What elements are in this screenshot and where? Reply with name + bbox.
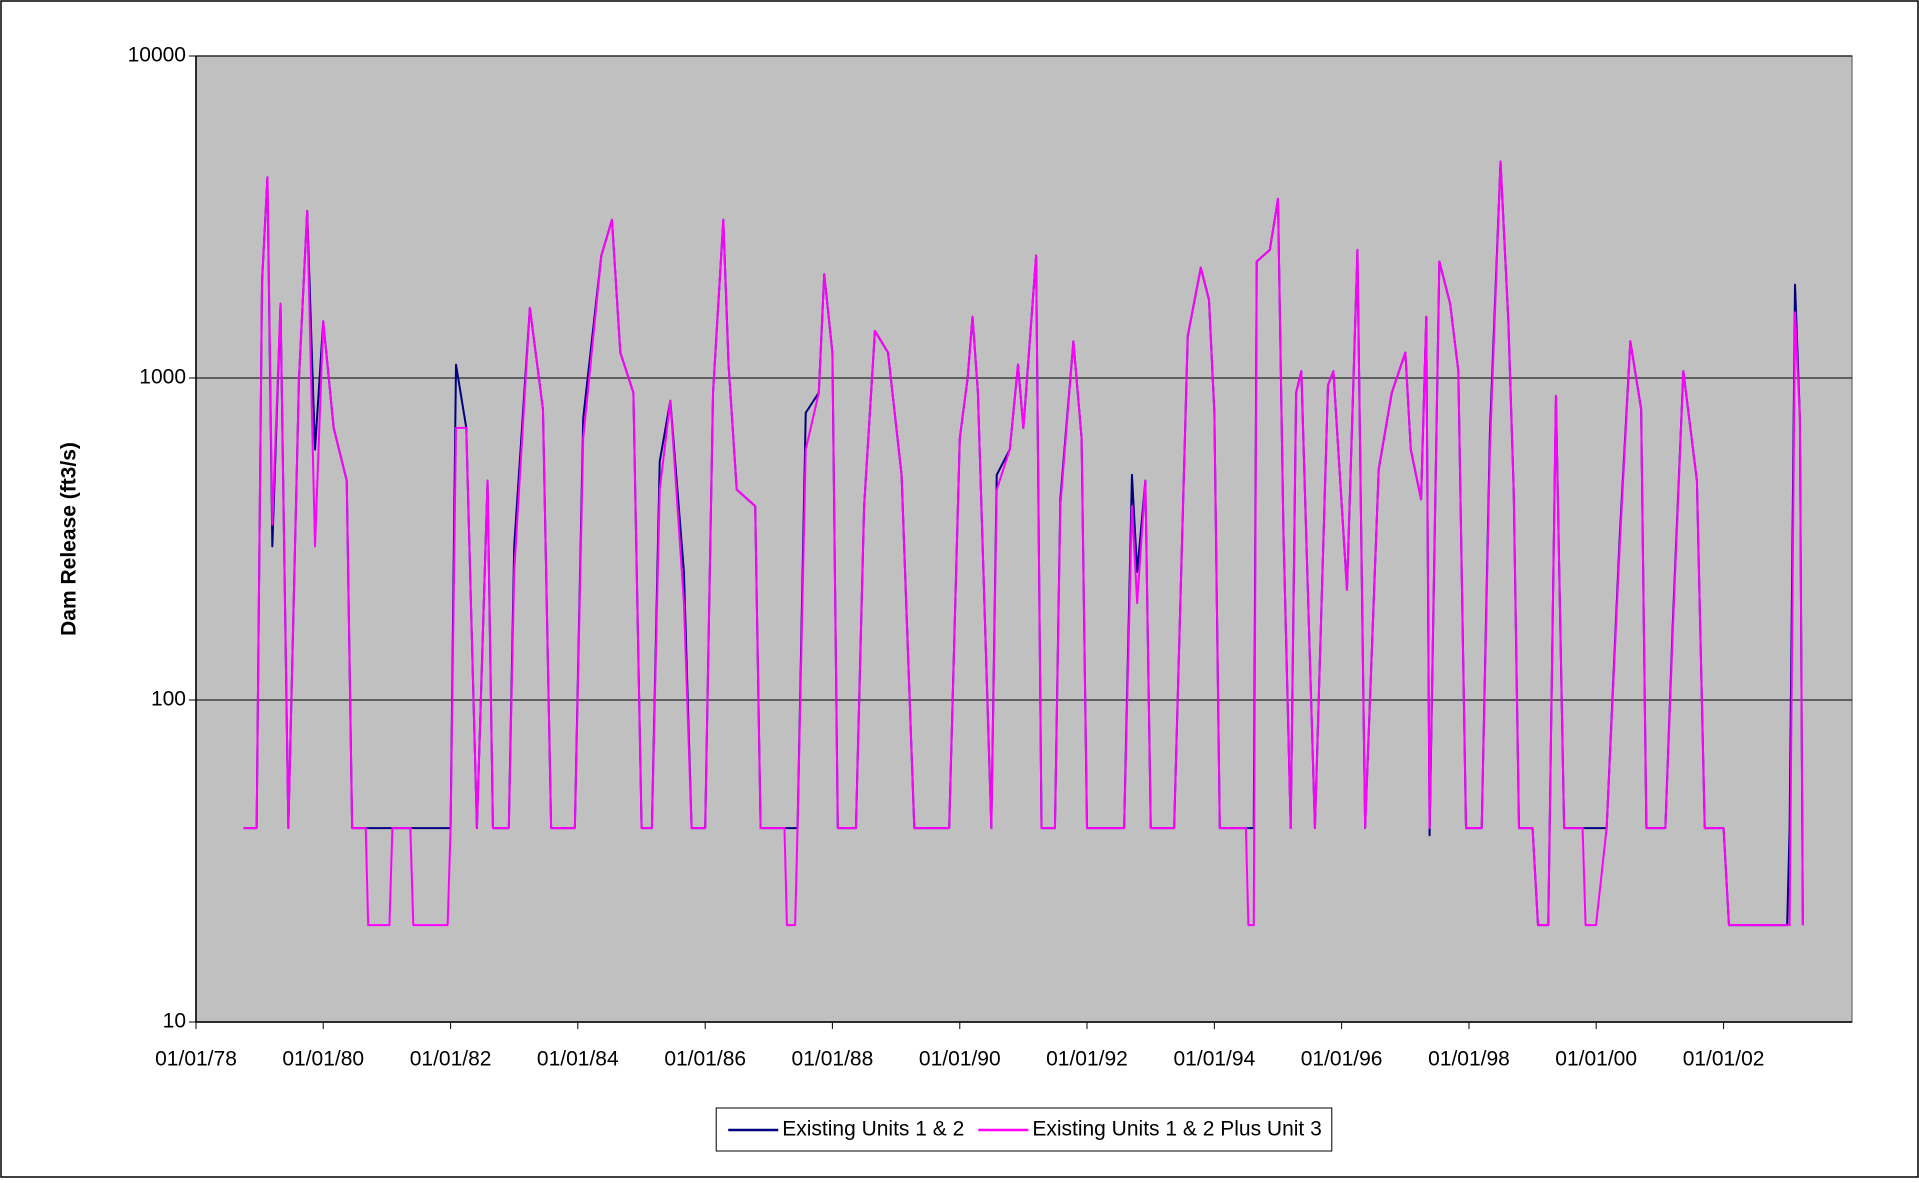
x-tick-label: 01/01/00 (1555, 1048, 1637, 1071)
series-line (243, 160, 1804, 927)
x-tick-label: 01/01/02 (1683, 1048, 1765, 1071)
y-tick-label: 1000 (139, 366, 186, 389)
y-tick-label: 10000 (128, 44, 186, 67)
legend-label: Existing Units 1 & 2 (782, 1118, 964, 1141)
legend-label: Existing Units 1 & 2 Plus Unit 3 (1032, 1118, 1321, 1141)
x-tick-label: 01/01/90 (919, 1048, 1001, 1071)
y-axis-label: Dam Release (ft3/s) (58, 442, 81, 636)
x-tick-label: 01/01/82 (410, 1048, 492, 1071)
x-tick-label: 01/01/80 (282, 1048, 364, 1071)
x-tick-label: 01/01/88 (792, 1048, 874, 1071)
x-tick-label: 01/01/98 (1428, 1048, 1510, 1071)
lines (243, 160, 1804, 927)
x-tick-label: 01/01/92 (1046, 1048, 1128, 1071)
legend-items: Existing Units 1 & 2 Existing Units 1 & 2… (728, 1118, 1322, 1141)
y-tick-label: 10 (163, 1010, 186, 1033)
x-tick-label: 01/01/84 (537, 1048, 619, 1071)
x-tick-label: 01/01/94 (1174, 1048, 1256, 1071)
x-tick-label: 01/01/86 (664, 1048, 746, 1071)
axes: 10 100 1000 10000 01/01/78 01/01/80 01/01/82 01… (128, 44, 1852, 1071)
x-tick-label: 01/01/96 (1301, 1048, 1383, 1071)
x-tick-label: 01/01/78 (155, 1048, 237, 1071)
plot-area (195, 55, 1853, 1023)
y-tick-label: 100 (151, 688, 186, 711)
